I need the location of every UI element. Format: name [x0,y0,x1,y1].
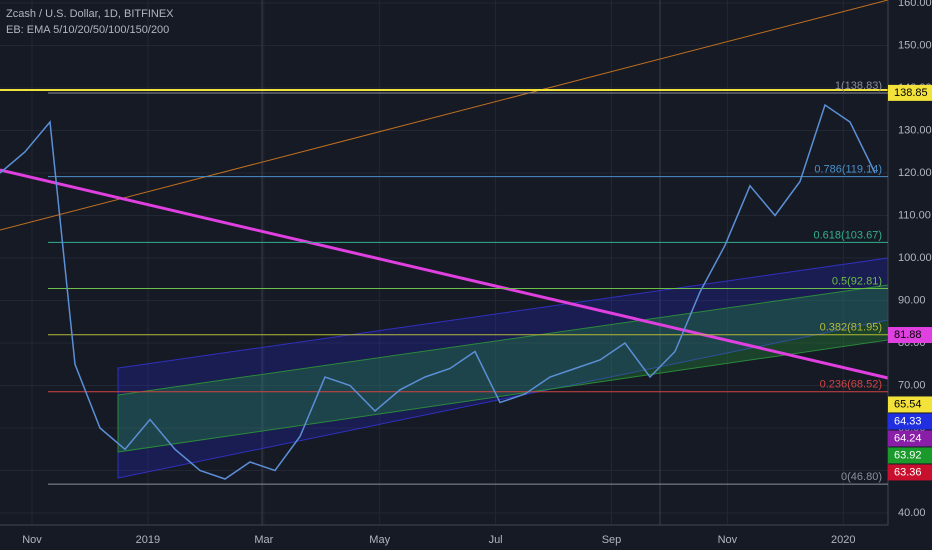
price-tag [888,447,932,464]
x-tick-label: Nov [22,534,42,546]
x-tick-label: May [369,534,390,546]
chart-title: Zcash / U.S. Dollar, 1D, BITFINEX [6,8,174,20]
price-line [0,103,876,480]
price-tag-label: 81.88 [894,329,922,341]
x-tick-label: 2019 [136,534,160,546]
trendline [0,168,889,380]
price-tag-label: 64.24 [894,432,922,444]
y-tick-label: 90.00 [898,294,926,306]
y-tick-label: 70.00 [898,379,926,391]
fib-label: 0.382(81.95) [820,322,882,334]
y-tick-label: 150.00 [898,39,932,51]
chart-subtitle: EB: EMA 5/10/20/50/100/150/200 [6,24,169,36]
fib-label: 1(138.83) [835,80,882,92]
y-tick-label: 110.00 [898,209,931,221]
trendline [0,0,889,231]
y-tick-label: 130.00 [898,124,932,136]
price-tag [888,327,932,344]
x-tick-label: Sep [602,534,622,546]
fib-label: 0.618(103.67) [814,229,883,241]
fib-label: 0.786(119.14) [814,164,882,176]
price-tag [888,396,932,413]
price-tag-label: 63.36 [894,466,922,478]
price-tag [888,84,932,101]
price-tag [888,464,932,481]
price-tag-label: 138.85 [894,87,928,99]
price-tag [888,413,932,430]
x-tick-label: Nov [718,534,738,546]
fib-label: 0(46.80) [841,471,882,483]
fib-label: 0.5(92.81) [832,275,882,287]
fib-label: 0.236(68.52) [820,379,882,391]
x-tick-label: Mar [254,534,273,546]
price-tag-label: 64.33 [894,415,922,427]
y-tick-label: 100.00 [898,252,932,264]
y-tick-label: 40.00 [898,507,926,519]
price-tag-label: 65.54 [894,398,922,410]
price-tag-label: 63.92 [894,449,922,461]
grid [0,0,888,525]
y-tick-label: 120.00 [898,167,932,179]
x-tick-label: 2020 [831,534,855,546]
y-tick-label: 160.00 [898,0,932,9]
price-tag [888,430,932,447]
x-tick-label: Jul [489,534,503,546]
